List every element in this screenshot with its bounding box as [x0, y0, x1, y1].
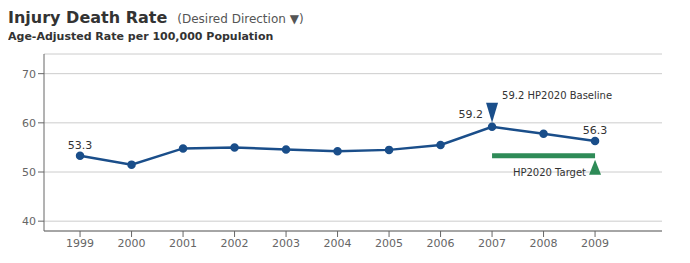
svg-text:HP2020 Target: HP2020 Target: [513, 167, 586, 178]
svg-text:40: 40: [22, 215, 36, 228]
svg-text:2000: 2000: [118, 237, 146, 250]
svg-text:59.2: 59.2: [459, 108, 484, 121]
svg-text:2009: 2009: [581, 237, 609, 250]
svg-text:70: 70: [22, 68, 36, 81]
html-text:Age-Adjusted Rate per 100,000: Age-Adjusted Rate per 100,000 Population: [8, 30, 274, 43]
svg-text:1999: 1999: [66, 237, 94, 250]
svg-text:2002: 2002: [221, 237, 249, 250]
svg-text:2004: 2004: [324, 237, 352, 250]
svg-text:59.2 HP2020 Baseline: 59.2 HP2020 Baseline: [502, 90, 612, 101]
html-text:Injury Death Rate: Injury Death Rate: [8, 8, 168, 27]
svg-text:2006: 2006: [427, 237, 455, 250]
html-text:(Desired Direction ▼): (Desired Direction ▼): [177, 12, 304, 26]
svg-text:2005: 2005: [375, 237, 403, 250]
svg-text:2003: 2003: [272, 237, 300, 250]
svg-text:2008: 2008: [530, 237, 558, 250]
svg-text:56.3: 56.3: [583, 124, 608, 137]
svg-text:60: 60: [22, 117, 36, 130]
svg-text:2007: 2007: [478, 237, 506, 250]
svg-text:53.3: 53.3: [68, 139, 93, 152]
svg-text:2001: 2001: [169, 237, 197, 250]
svg-text:50: 50: [22, 166, 36, 179]
